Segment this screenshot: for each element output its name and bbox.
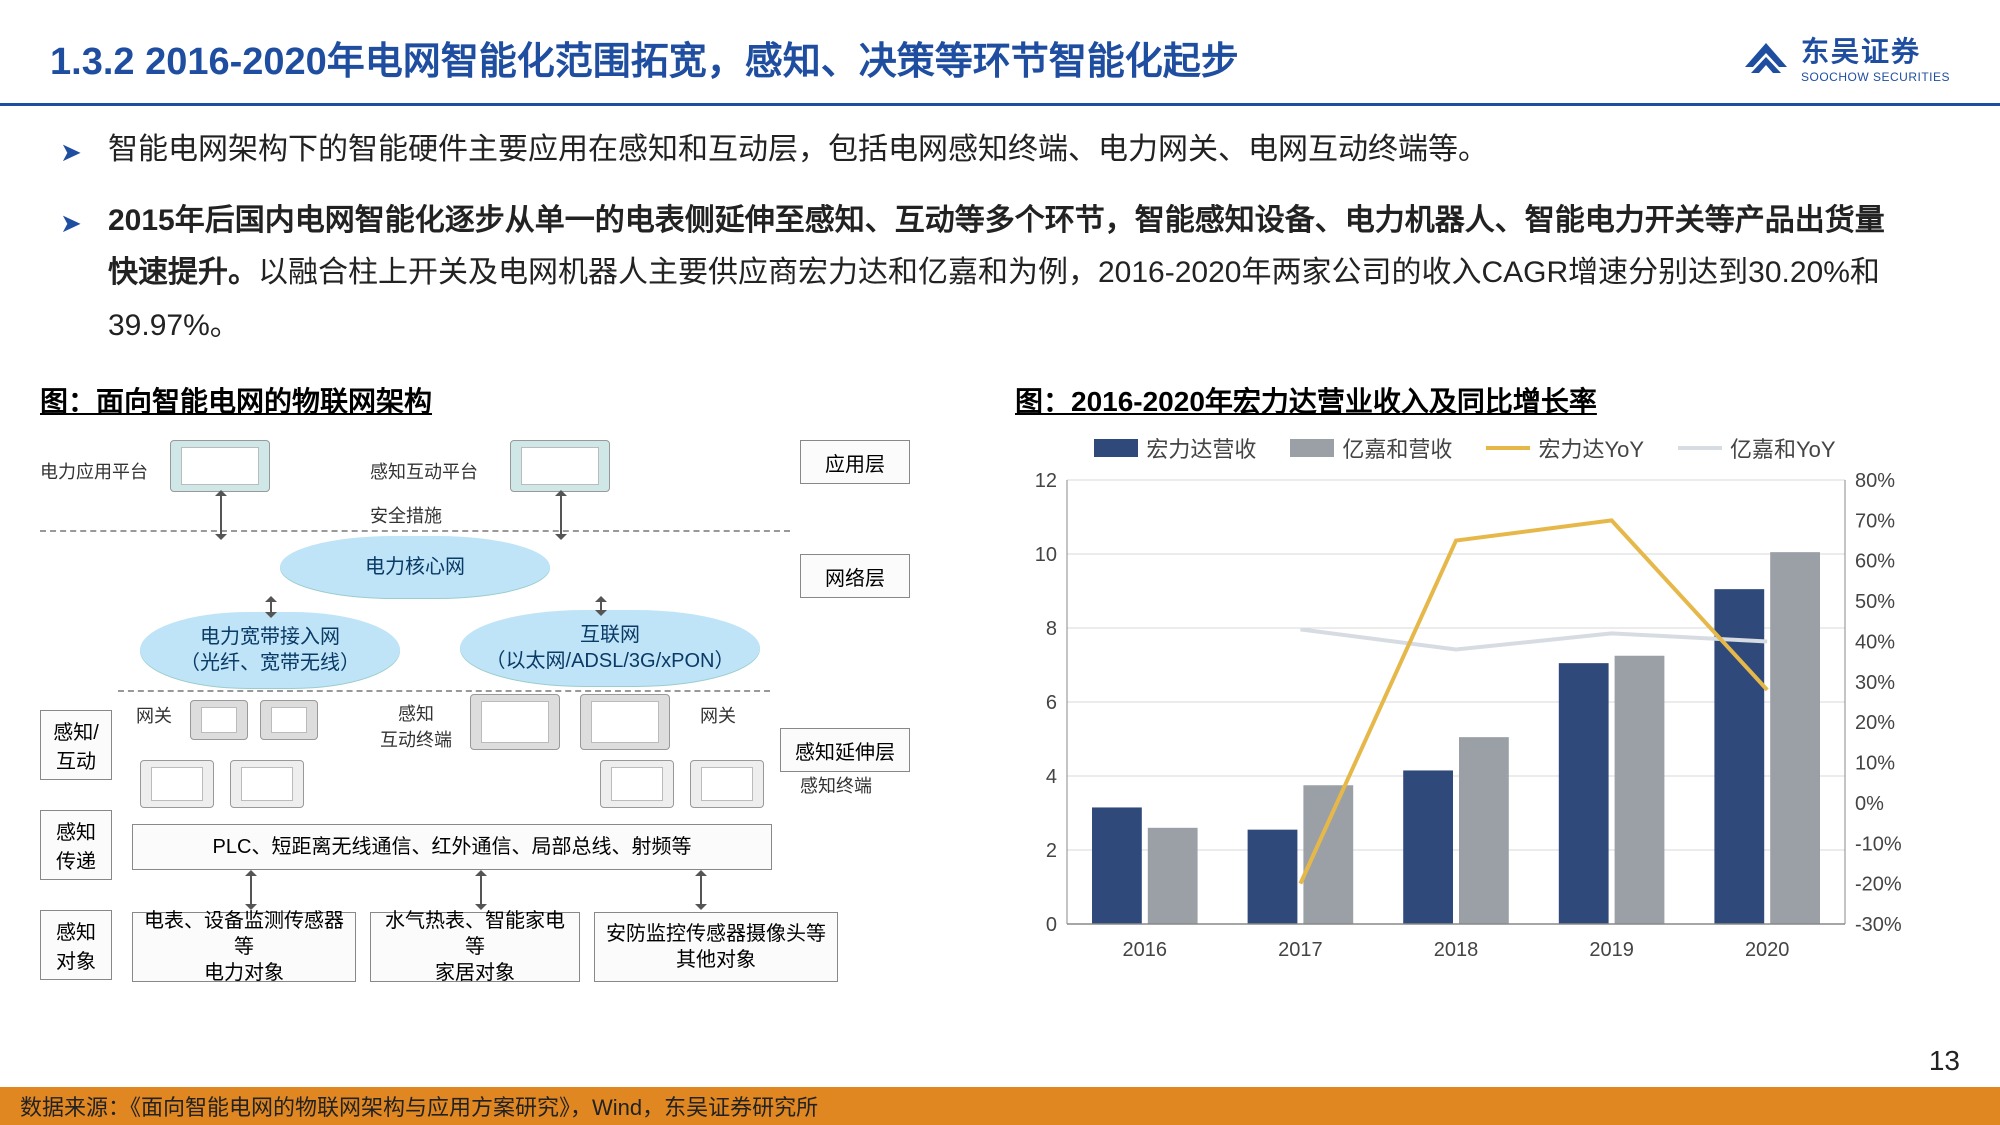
architecture-diagram: 应用层 网络层 感知延伸层 感知/ 互动 感知 传递 感知 对象 电力应用平台 … (40, 432, 910, 1042)
svg-text:60%: 60% (1855, 551, 1895, 573)
layer-label: 感知延伸层 (780, 728, 910, 772)
figures-row: 图：面向智能电网的物联网架构 应用层 网络层 感知延伸层 感知/ 互动 感知 传… (0, 380, 2000, 1042)
device-icon (580, 694, 670, 750)
label: 感知终端 (800, 772, 872, 798)
svg-text:-10%: -10% (1855, 833, 1902, 855)
label: 安全措施 (370, 502, 442, 528)
svg-text:2020: 2020 (1745, 939, 1790, 961)
device-icon (600, 760, 674, 808)
object-box: 电表、设备监测传感器等 电力对象 (132, 912, 356, 982)
title-underline (0, 103, 2000, 106)
object-box: 安防监控传感器摄像头等 其他对象 (594, 912, 838, 982)
svg-text:12: 12 (1035, 470, 1057, 492)
svg-text:10%: 10% (1855, 753, 1895, 775)
svg-text:0%: 0% (1855, 793, 1884, 815)
label: 感知互动终端 (380, 700, 452, 752)
device-icon (230, 760, 304, 808)
bullet-item: ➤ 2015年后国内电网智能化逐步从单一的电表侧延伸至感知、互动等多个环节，智能… (60, 195, 1910, 353)
layer-label: 网络层 (800, 554, 910, 598)
bullet-list: ➤ 智能电网架构下的智能硬件主要应用在感知和互动层，包括电网感知终端、电力网关、… (0, 124, 2000, 380)
svg-text:2016: 2016 (1123, 939, 1168, 961)
footer-source: 数据来源：《面向智能电网的物联网架构与应用方案研究》，Wind，东吴证券研究所 (0, 1087, 2000, 1125)
platform-label: 感知互动平台 (370, 458, 478, 484)
svg-text:70%: 70% (1855, 510, 1895, 532)
device-icon (190, 700, 248, 740)
slide: 1.3.2 2016-2020年电网智能化范围拓宽，感知、决策等环节智能化起步 … (0, 0, 2000, 1125)
arrow-icon (270, 598, 272, 616)
svg-text:4: 4 (1046, 766, 1057, 788)
layer-label: 应用层 (800, 440, 910, 484)
svg-text:30%: 30% (1855, 672, 1895, 694)
label: 网关 (136, 702, 172, 728)
svg-text:10: 10 (1035, 544, 1057, 566)
bullet-item: ➤ 智能电网架构下的智能硬件主要应用在感知和互动层，包括电网感知终端、电力网关、… (60, 124, 1910, 177)
arrow-icon (700, 872, 702, 908)
divider (40, 530, 790, 532)
left-figure: 图：面向智能电网的物联网架构 应用层 网络层 感知延伸层 感知/ 互动 感知 传… (40, 380, 985, 1042)
chevron-icon: ➤ (60, 201, 88, 353)
device-icon (470, 694, 560, 750)
object-box: 水气热表、智能家电等 家居对象 (370, 912, 580, 982)
bullet-text: 智能电网架构下的智能硬件主要应用在感知和互动层，包括电网感知终端、电力网关、电网… (108, 124, 1910, 177)
header: 1.3.2 2016-2020年电网智能化范围拓宽，感知、决策等环节智能化起步 … (0, 0, 2000, 95)
svg-text:6: 6 (1046, 692, 1057, 714)
device-icon (690, 760, 764, 808)
comm-box: PLC、短距离无线通信、红外通信、局部总线、射频等 (132, 824, 772, 870)
chevron-icon: ➤ (60, 130, 88, 177)
svg-text:2017: 2017 (1278, 939, 1323, 961)
svg-text:80%: 80% (1855, 470, 1895, 492)
right-figure-title: 图：2016-2020年宏力达营业收入及同比增长率 (1015, 380, 1960, 420)
slide-title: 1.3.2 2016-2020年电网智能化范围拓宽，感知、决策等环节智能化起步 (50, 30, 1239, 85)
chart-legend: 宏力达营收 亿嘉和营收 宏力达YoY 亿嘉和YoY (1015, 432, 1915, 464)
row-label: 感知 对象 (40, 910, 112, 980)
legend-item: 亿嘉和营收 (1290, 432, 1452, 464)
svg-text:2019: 2019 (1589, 939, 1634, 961)
row-label: 感知 传递 (40, 810, 112, 880)
right-figure: 图：2016-2020年宏力达营业收入及同比增长率 宏力达营收 亿嘉和营收 宏力… (1015, 380, 1960, 1042)
device-icon (260, 700, 318, 740)
logo-text-cn: 东吴证券 (1801, 30, 1950, 70)
legend-item: 宏力达营收 (1094, 432, 1256, 464)
left-figure-title: 图：面向智能电网的物联网架构 (40, 380, 985, 420)
svg-text:40%: 40% (1855, 631, 1895, 653)
row-label: 感知/ 互动 (40, 710, 112, 780)
device-icon (140, 760, 214, 808)
arrow-icon (560, 492, 562, 538)
arrow-icon (220, 492, 222, 538)
svg-text:-20%: -20% (1855, 874, 1902, 896)
brand-logo: 东吴证券 SOOCHOW SECURITIES (1741, 30, 1950, 84)
arrow-icon (250, 872, 252, 908)
page-number: 13 (1929, 1045, 1960, 1077)
platform-label: 电力应用平台 (40, 458, 148, 484)
arrow-icon (480, 872, 482, 908)
svg-text:8: 8 (1046, 618, 1057, 640)
divider (118, 690, 770, 692)
svg-text:-30%: -30% (1855, 914, 1902, 936)
cloud-node: 电力核心网 (280, 536, 550, 598)
svg-text:2: 2 (1046, 840, 1057, 862)
legend-item: 宏力达YoY (1486, 432, 1644, 464)
chart-plot: 0 2 4 6 8 10 12 -30% -20% -10% 0% 10% 20% 30% 40% 50% 60… (1015, 470, 1915, 970)
cloud-node: 互联网 （以太网/ADSL/3G/xPON） (460, 610, 760, 686)
svg-text:20%: 20% (1855, 712, 1895, 734)
arrow-icon (600, 598, 602, 614)
logo-icon (1741, 37, 1791, 77)
bullet-text: 2015年后国内电网智能化逐步从单一的电表侧延伸至感知、互动等多个环节，智能感知… (108, 195, 1910, 353)
label: 网关 (700, 702, 736, 728)
svg-text:50%: 50% (1855, 591, 1895, 613)
legend-item: 亿嘉和YoY (1678, 432, 1836, 464)
logo-text-en: SOOCHOW SECURITIES (1801, 70, 1950, 84)
combo-chart: 宏力达营收 亿嘉和营收 宏力达YoY 亿嘉和YoY 0 2 4 6 8 10 12 -30% -… (1015, 432, 1915, 1002)
svg-text:2018: 2018 (1434, 939, 1479, 961)
svg-text:0: 0 (1046, 914, 1057, 936)
